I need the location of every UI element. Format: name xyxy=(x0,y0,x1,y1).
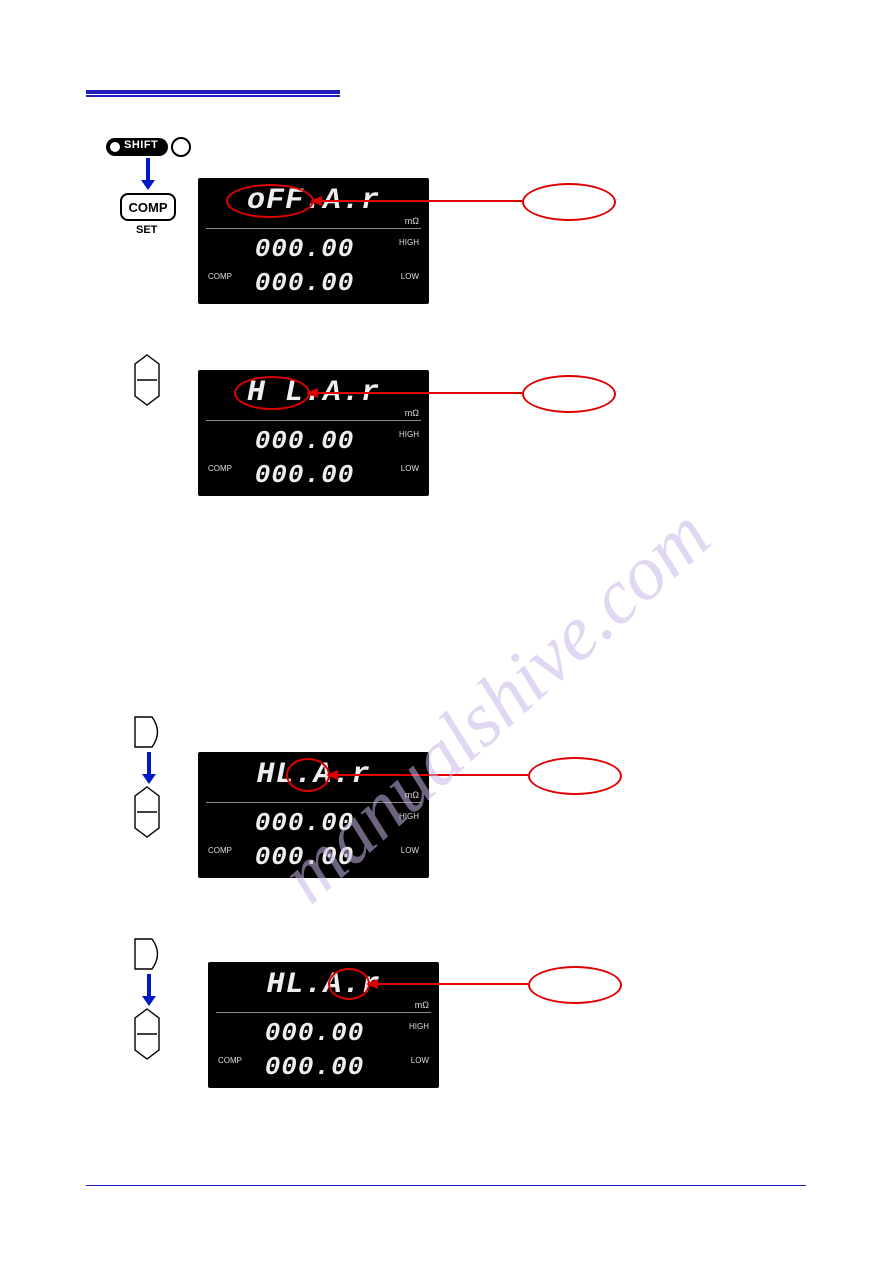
lcd-high-value: 000.00 xyxy=(198,234,411,264)
callout-arrow-icon xyxy=(310,196,322,206)
section-rule-heavy xyxy=(86,90,340,94)
flow-arrow-icon xyxy=(146,158,150,180)
lcd-top-text: HL.A.r xyxy=(208,968,439,1002)
updown-key[interactable] xyxy=(134,1008,160,1060)
section-rule-light xyxy=(86,95,340,97)
lcd-comp-label: COMP xyxy=(208,846,232,855)
lcd-display: HL.A.r mΩ 000.00 HIGH 000.00 LOW COMP xyxy=(208,962,439,1088)
updown-key-icon xyxy=(134,786,160,838)
updown-key[interactable] xyxy=(134,786,160,838)
callout-line xyxy=(314,200,522,202)
footer-rule xyxy=(86,1185,806,1186)
lcd-high-label: HIGH xyxy=(409,1022,429,1031)
shift-ring-icon xyxy=(171,137,191,157)
comp-button[interactable]: COMP xyxy=(120,193,176,221)
page: manualshive.com SHIFT COMP SET xyxy=(0,0,893,1263)
updown-key[interactable] xyxy=(134,354,160,406)
lcd-high-label: HIGH xyxy=(399,430,419,439)
callout-target-oval xyxy=(522,183,616,221)
updown-key-icon xyxy=(134,1008,160,1060)
flow-arrow-icon xyxy=(147,974,151,996)
lcd-divider xyxy=(206,228,421,229)
callout-line xyxy=(330,774,528,776)
lcd-low-label: LOW xyxy=(401,464,419,473)
lcd-low-label: LOW xyxy=(401,846,419,855)
callout-arrow-icon xyxy=(366,979,378,989)
lcd-comp-label: COMP xyxy=(218,1056,242,1065)
lcd-high-value: 000.00 xyxy=(198,426,411,456)
right-key-icon xyxy=(134,938,164,970)
updown-key-icon xyxy=(134,354,160,406)
callout-circle xyxy=(328,968,370,1000)
lcd-comp-label: COMP xyxy=(208,272,232,281)
callout-circle xyxy=(234,376,310,410)
lcd-divider xyxy=(216,1012,431,1013)
lcd-divider xyxy=(206,420,421,421)
lcd-high-label: HIGH xyxy=(399,812,419,821)
lcd-unit-label: mΩ xyxy=(405,408,419,418)
right-key-icon xyxy=(134,716,164,748)
lcd-unit-label: mΩ xyxy=(415,1000,429,1010)
callout-target-oval xyxy=(528,966,622,1004)
flow-arrow-icon xyxy=(147,752,151,774)
lcd-high-value: 000.00 xyxy=(198,808,411,838)
lcd-divider xyxy=(206,802,421,803)
shift-badge: SHIFT xyxy=(106,138,168,156)
callout-arrow-icon xyxy=(326,770,338,780)
lcd-unit-label: mΩ xyxy=(405,790,419,800)
callout-target-oval xyxy=(522,375,616,413)
shift-led-icon xyxy=(110,142,120,152)
callout-arrow-icon xyxy=(306,388,318,398)
callout-line xyxy=(310,392,522,394)
comp-set-label: SET xyxy=(136,224,157,236)
lcd-low-label: LOW xyxy=(411,1056,429,1065)
right-key[interactable] xyxy=(134,716,164,748)
shift-label: SHIFT xyxy=(124,139,158,151)
callout-line xyxy=(370,983,528,985)
watermark-text: manualshive.com xyxy=(36,246,893,1164)
callout-target-oval xyxy=(528,757,622,795)
right-key[interactable] xyxy=(134,938,164,970)
lcd-unit-label: mΩ xyxy=(405,216,419,226)
callout-circle xyxy=(286,758,330,792)
lcd-high-label: HIGH xyxy=(399,238,419,247)
callout-circle xyxy=(226,184,314,218)
lcd-high-value: 000.00 xyxy=(208,1018,421,1048)
lcd-comp-label: COMP xyxy=(208,464,232,473)
lcd-low-label: LOW xyxy=(401,272,419,281)
